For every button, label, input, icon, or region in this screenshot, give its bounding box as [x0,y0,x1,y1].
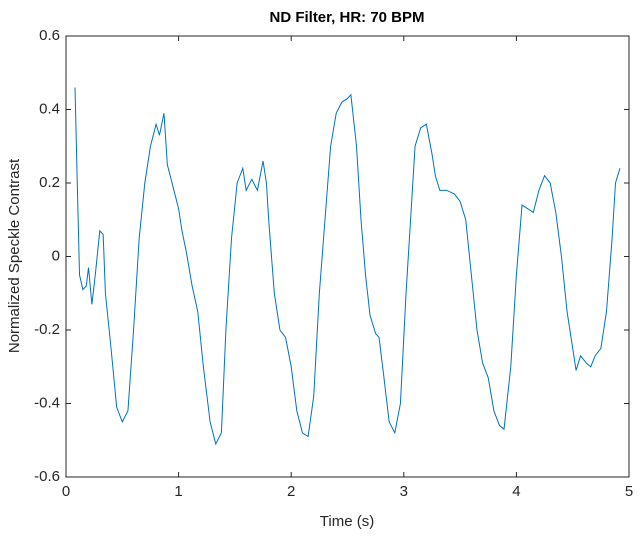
y-tick-label: -0.2 [34,321,60,338]
y-axis-label: Normalized Speckle Contrast [6,158,23,353]
y-tick-label: 0.4 [39,100,60,117]
y-tick-label: -0.4 [34,394,60,411]
x-tick-label: 5 [625,483,633,500]
y-tick-label: 0.6 [39,27,60,44]
x-tick-label: 3 [400,483,408,500]
plot-box [65,35,630,478]
x-axis-label: Time (s) [320,513,374,530]
data-line [74,87,621,446]
y-tick-label: -0.6 [34,468,60,485]
y-tick-label: 0.2 [39,174,60,191]
y-tick-label: 0 [52,247,60,264]
chart-title: ND Filter, HR: 70 BPM [269,9,424,26]
x-tick-label: 4 [512,483,520,500]
x-tick-label: 2 [287,483,295,500]
x-tick-label: 0 [62,483,70,500]
x-tick-label: 1 [174,483,182,500]
